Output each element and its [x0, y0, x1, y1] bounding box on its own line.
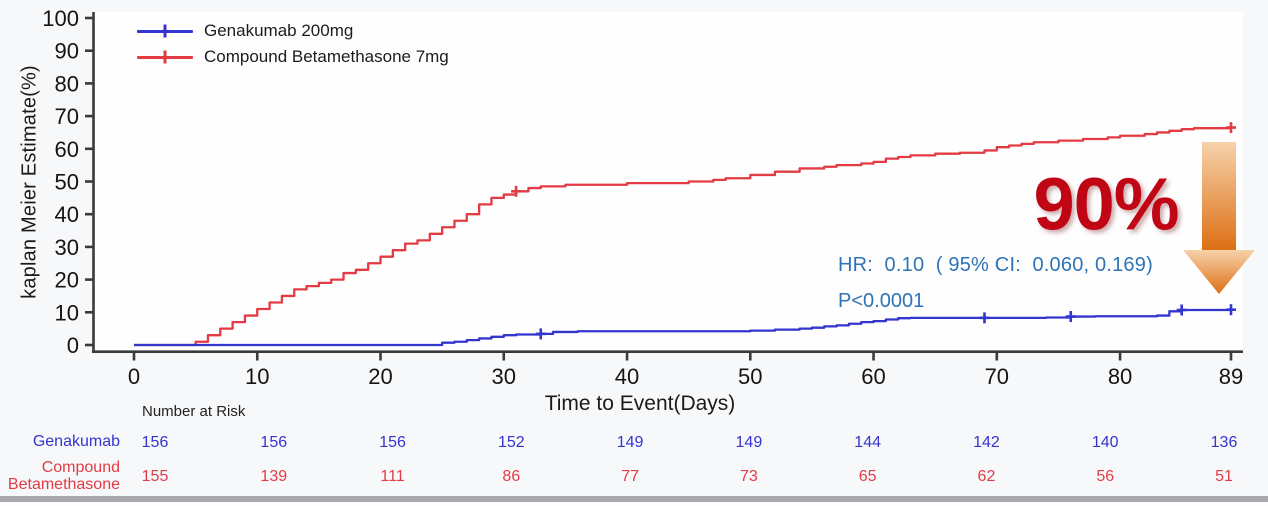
- svg-text:10: 10: [55, 300, 79, 325]
- legend-label: Compound Betamethasone 7mg: [204, 47, 449, 66]
- risk-value: 156: [379, 434, 406, 451]
- tick-labels: 0 10 20 30 40 50 60 70 80 90 100 0 10 20 30 40 50 60 70 80 8…: [42, 6, 1243, 389]
- svg-text:70: 70: [55, 104, 79, 129]
- svg-text:40: 40: [55, 202, 79, 227]
- y-axis-title: kaplan Meier Estimate(%): [18, 65, 41, 299]
- svg-text:30: 30: [492, 364, 516, 389]
- km-curve-genakumab: [134, 304, 1236, 347]
- effect-size-callout: 90%: [1033, 162, 1179, 246]
- risk-value: 142: [973, 434, 1000, 451]
- risk-value: 111: [380, 468, 405, 485]
- risk-value: 56: [1096, 468, 1115, 485]
- risk-value: 86: [502, 468, 521, 485]
- plot-area: [95, 12, 1243, 351]
- svg-text:50: 50: [55, 170, 79, 195]
- bottom-strip: [0, 502, 1268, 506]
- svg-text:60: 60: [55, 137, 79, 162]
- risk-row-label-betamethasone: Compound Betamethasone: [7, 459, 120, 494]
- svg-text:0: 0: [67, 333, 79, 358]
- svg-text:70: 70: [985, 364, 1009, 389]
- legend-label: Genakumab 200mg: [204, 21, 354, 40]
- svg-text:10: 10: [245, 364, 269, 389]
- svg-text:0: 0: [128, 364, 140, 389]
- risk-value: 51: [1215, 468, 1233, 485]
- svg-text:20: 20: [368, 364, 392, 389]
- risk-table-header: Number at Risk: [142, 403, 246, 420]
- svg-text:40: 40: [615, 364, 639, 389]
- risk-value: 152: [497, 434, 525, 451]
- svg-text:80: 80: [1108, 364, 1132, 389]
- risk-value: 149: [735, 434, 763, 451]
- risk-value: 139: [260, 468, 288, 485]
- bottom-divider-bar: [0, 496, 1268, 502]
- risk-value: 65: [858, 468, 877, 485]
- km-curve-betamethasone: [134, 122, 1236, 347]
- risk-value: 155: [141, 468, 169, 485]
- svg-text:60: 60: [861, 364, 885, 389]
- svg-text:90: 90: [55, 39, 79, 64]
- p-value-annotation: P<0.0001: [838, 290, 925, 312]
- risk-value: 149: [616, 434, 644, 451]
- svg-text:30: 30: [55, 235, 79, 260]
- svg-text:80: 80: [55, 71, 79, 96]
- legend-line-blue-icon: [137, 29, 193, 33]
- axes: [85, 12, 1243, 361]
- svg-text:100: 100: [42, 6, 79, 31]
- x-axis-title: Time to Event(Days): [544, 392, 736, 415]
- hazard-ratio-annotation: HR: 0.10 ( 95% CI: 0.060, 0.169): [838, 254, 1153, 276]
- risk-row-label-genakumab: Genakumab: [32, 433, 120, 450]
- risk-value: 156: [141, 434, 169, 451]
- risk-value: 136: [1210, 434, 1238, 451]
- risk-value: 77: [621, 468, 640, 485]
- svg-text:50: 50: [738, 364, 762, 389]
- risk-value: 144: [854, 434, 882, 451]
- legend: Genakumab 200mg Compound Betamethasone 7…: [137, 21, 449, 67]
- svg-text:89: 89: [1219, 364, 1243, 389]
- risk-value: 73: [739, 468, 758, 485]
- legend-item-betamethasone: Compound Betamethasone 7mg: [137, 47, 449, 67]
- risk-value: 62: [977, 468, 996, 485]
- svg-text:20: 20: [55, 268, 79, 293]
- down-arrow-icon: [1183, 142, 1255, 294]
- legend-line-red-icon: [137, 55, 193, 59]
- legend-item-genakumab: Genakumab 200mg: [137, 21, 449, 41]
- risk-value: 156: [260, 434, 288, 451]
- risk-value: 140: [1091, 434, 1119, 451]
